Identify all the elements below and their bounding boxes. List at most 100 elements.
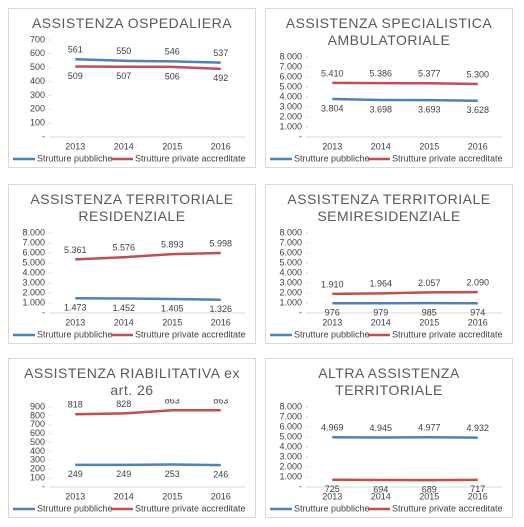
y-tick-label: 3.000 [279, 101, 302, 111]
line-series [332, 81, 478, 86]
y-tick-label: 3.000 [279, 277, 302, 287]
chart-title: ASSISTENZA OSPEDALIERA [31, 15, 233, 31]
y-tick-label: 2.000 [22, 287, 45, 297]
line-series [332, 290, 478, 296]
y-tick-label: 8.000 [279, 401, 302, 411]
y-tick-label: 100 [30, 118, 45, 128]
x-tick-label: 2016 [468, 317, 488, 327]
chart-title: ALTRA ASSISTENZA TERRITORIALE [318, 365, 460, 398]
chart-panel: ALTRA ASSISTENZA TERRITORIALE -1.000 2.000… [265, 358, 513, 518]
y-tick-label: 300 [30, 90, 45, 100]
data-label: 561 [68, 45, 83, 55]
x-tick-label: 2014 [114, 317, 134, 327]
data-label: 507 [116, 71, 131, 81]
x-tick-label: 2016 [468, 141, 488, 151]
data-label: 4.977 [418, 423, 441, 433]
data-label: 3.698 [369, 104, 392, 114]
y-tick-label: 3.000 [22, 277, 45, 287]
y-tick-label: 700 [30, 34, 45, 44]
data-label: 1.964 [369, 279, 392, 289]
chart-panel: ASSISTENZA SPECIALISTICA AMBULATORIALE -1… [265, 8, 513, 168]
data-label: 1.405 [161, 303, 184, 313]
chart-title: ASSISTENZA TERRITORIALE SEMIRESIDENZIALE [287, 191, 491, 224]
y-tick-label: - [42, 307, 45, 317]
data-label: 5.893 [161, 239, 184, 249]
y-tick-label: 6.000 [279, 247, 302, 257]
x-tick-label: 2013 [322, 141, 342, 151]
y-tick-label: 2.000 [279, 461, 302, 471]
x-tick-label: 2016 [211, 317, 231, 327]
data-label: 689 [422, 484, 437, 494]
data-label: 1.326 [209, 304, 232, 314]
y-tick-label: 4.000 [279, 91, 302, 101]
x-tick-label: 2015 [162, 491, 182, 501]
x-tick-label: 2015 [162, 141, 182, 151]
y-tick-label: 3.000 [279, 451, 302, 461]
y-tick-label: 800 [30, 410, 45, 420]
y-tick-label: - [299, 481, 302, 491]
y-tick-label: 1.000 [279, 471, 302, 481]
y-tick-label: 900 [30, 401, 45, 411]
y-tick-label: 500 [30, 437, 45, 447]
y-tick-label: 8.000 [279, 51, 302, 61]
data-label: 717 [470, 484, 485, 494]
x-tick-label: 2015 [419, 491, 439, 501]
data-label: 5.410 [321, 68, 344, 78]
data-label: 818 [68, 400, 83, 410]
y-tick-label: 4.000 [22, 267, 45, 277]
y-tick-label: 300 [30, 455, 45, 465]
data-label: 1.452 [112, 303, 135, 313]
chart-title: ASSISTENZA RIABILITATIVA ex art. 26 [24, 365, 240, 398]
y-tick-label: 5.000 [279, 81, 302, 91]
x-tick-label: 2013 [65, 491, 85, 501]
data-label: 974 [470, 308, 485, 318]
y-tick-label: 8.000 [279, 227, 302, 237]
data-label: 725 [325, 484, 340, 494]
x-tick-label: 2013 [322, 491, 342, 501]
data-label: 2.090 [466, 277, 489, 287]
legend-label: Strutture private accreditate [135, 329, 246, 339]
y-tick-label: 600 [30, 48, 45, 58]
chart-panel: ASSISTENZA OSPEDALIERA - 100 200 300 400 500 60… [8, 8, 256, 168]
x-tick-label: 2016 [211, 491, 231, 501]
x-tick-label: 2014 [114, 491, 134, 501]
data-label: 863 [213, 399, 228, 406]
x-tick-label: 2014 [114, 141, 134, 151]
data-label: 550 [116, 46, 131, 56]
line-series [332, 97, 478, 102]
x-tick-label: 2016 [468, 491, 488, 501]
plot: -1.0002.0003.0004.0005.0006.0007.0008.00… [270, 227, 503, 339]
y-tick-label: 7.000 [279, 61, 302, 71]
chart-panel: ASSISTENZA TERRITORIALE SEMIRESIDENZIALE… [265, 184, 513, 344]
y-tick-label: 7.000 [279, 237, 302, 247]
y-tick-label: 2.000 [279, 111, 302, 121]
y-tick-label: 5.000 [22, 257, 45, 267]
data-label: 506 [165, 71, 180, 81]
line-series [75, 65, 221, 71]
y-tick-label: 100 [30, 472, 45, 482]
y-tick-label: 400 [30, 446, 45, 456]
data-label: 5.300 [466, 69, 489, 79]
data-label: 246 [213, 470, 228, 480]
x-tick-label: 2014 [371, 141, 391, 151]
x-tick-label: 2013 [65, 141, 85, 151]
y-tick-label: 5.000 [279, 431, 302, 441]
x-tick-label: 2014 [371, 491, 391, 501]
data-label: 5.386 [369, 69, 392, 79]
y-tick-label: - [299, 131, 302, 141]
y-tick-label: 6.000 [22, 247, 45, 257]
y-tick-label: 500 [30, 62, 45, 72]
line-series [75, 463, 221, 467]
plot: -1.0002.0003.0004.0005.0006.0007.0008.00… [13, 227, 246, 339]
line-series [75, 297, 221, 301]
line-series [75, 251, 221, 261]
y-tick-label: 700 [30, 419, 45, 429]
y-tick-label: - [42, 481, 45, 491]
chart-title: ASSISTENZA TERRITORIALE RESIDENZIALE [30, 191, 234, 224]
data-label: 5.361 [64, 245, 87, 255]
line-series [75, 409, 221, 416]
y-tick-label: 1.000 [22, 297, 45, 307]
data-label: 253 [165, 469, 180, 479]
